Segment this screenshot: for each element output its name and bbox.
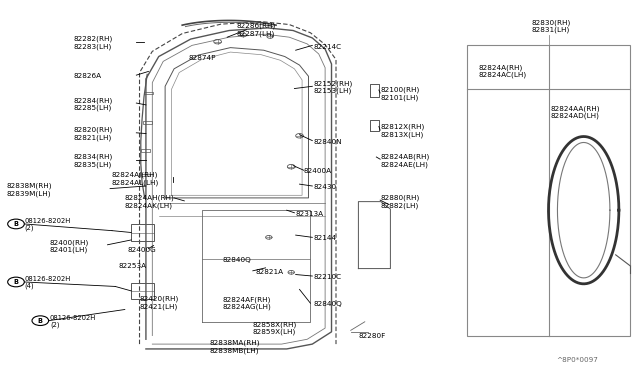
Text: 08126-8202H
(4): 08126-8202H (4): [24, 276, 70, 289]
Text: 82284(RH)
82285(LH): 82284(RH) 82285(LH): [74, 97, 113, 111]
Text: 82400(RH)
82401(LH): 82400(RH) 82401(LH): [50, 239, 89, 253]
Text: 82280F: 82280F: [358, 333, 386, 339]
Bar: [143, 121, 152, 124]
Text: 82824AB(RH)
82824AE(LH): 82824AB(RH) 82824AE(LH): [381, 154, 430, 168]
Bar: [131, 224, 154, 241]
Bar: [141, 173, 150, 176]
Text: 82821A: 82821A: [256, 269, 284, 275]
Text: B: B: [38, 318, 43, 324]
Text: 82430: 82430: [314, 184, 337, 190]
Text: 82874P: 82874P: [189, 55, 216, 61]
Text: 82838MA(RH)
82838MB(LH): 82838MA(RH) 82838MB(LH): [210, 340, 260, 354]
Text: 82282(RH)
82283(LH): 82282(RH) 82283(LH): [74, 36, 113, 50]
Text: 82313A: 82313A: [296, 211, 324, 217]
Text: 82824A(RH)
82824AC(LH): 82824A(RH) 82824AC(LH): [479, 64, 527, 78]
Text: 82834(RH)
82835(LH): 82834(RH) 82835(LH): [74, 154, 113, 168]
Text: 82840Q: 82840Q: [314, 301, 342, 307]
Text: 82840Q: 82840Q: [223, 257, 252, 263]
Bar: [467, 45, 630, 336]
Text: 82820(RH)
82821(LH): 82820(RH) 82821(LH): [74, 127, 113, 141]
Text: 82812X(RH)
82813X(LH): 82812X(RH) 82813X(LH): [381, 124, 425, 138]
Text: 82858X(RH)
82859X(LH): 82858X(RH) 82859X(LH): [253, 321, 297, 335]
Text: 82100(RH)
82101(LH): 82100(RH) 82101(LH): [381, 87, 420, 101]
Text: 08126-8202H
(2): 08126-8202H (2): [50, 315, 96, 328]
Text: 82286(RH)
82287(LH): 82286(RH) 82287(LH): [237, 23, 276, 37]
Text: 82824AF(RH)
82824AG(LH): 82824AF(RH) 82824AG(LH): [223, 296, 271, 310]
Text: 82400A: 82400A: [304, 168, 332, 174]
Text: B: B: [13, 279, 19, 285]
Text: 82400G: 82400G: [128, 247, 157, 253]
Text: 82880(RH)
82882(LH): 82880(RH) 82882(LH): [381, 195, 420, 209]
Text: 82253A: 82253A: [118, 263, 147, 269]
Text: 82838M(RH)
82839M(LH): 82838M(RH) 82839M(LH): [6, 183, 52, 197]
Text: 82152(RH)
82153(LH): 82152(RH) 82153(LH): [314, 80, 353, 94]
Text: 82830(RH)
82831(LH): 82830(RH) 82831(LH): [531, 19, 570, 33]
Bar: [141, 149, 150, 152]
Bar: [144, 92, 153, 94]
Text: B: B: [13, 221, 19, 227]
Text: 82144: 82144: [314, 235, 337, 241]
Text: 82840N: 82840N: [314, 139, 342, 145]
Text: 82824AJ(RH)
82824AL(LH): 82824AJ(RH) 82824AL(LH): [112, 171, 159, 186]
Bar: [131, 283, 154, 299]
Text: ^8P0*0097: ^8P0*0097: [557, 357, 598, 363]
Text: 82214C: 82214C: [314, 44, 342, 49]
Text: 82824AH(RH)
82824AK(LH): 82824AH(RH) 82824AK(LH): [125, 195, 175, 209]
Text: 08126-8202H
(2): 08126-8202H (2): [24, 218, 70, 231]
Text: 82824AA(RH)
82824AD(LH): 82824AA(RH) 82824AD(LH): [550, 105, 600, 119]
Text: 82210C: 82210C: [314, 274, 342, 280]
Text: 82420(RH)
82421(LH): 82420(RH) 82421(LH): [140, 296, 179, 310]
Text: 82826A: 82826A: [74, 73, 102, 79]
